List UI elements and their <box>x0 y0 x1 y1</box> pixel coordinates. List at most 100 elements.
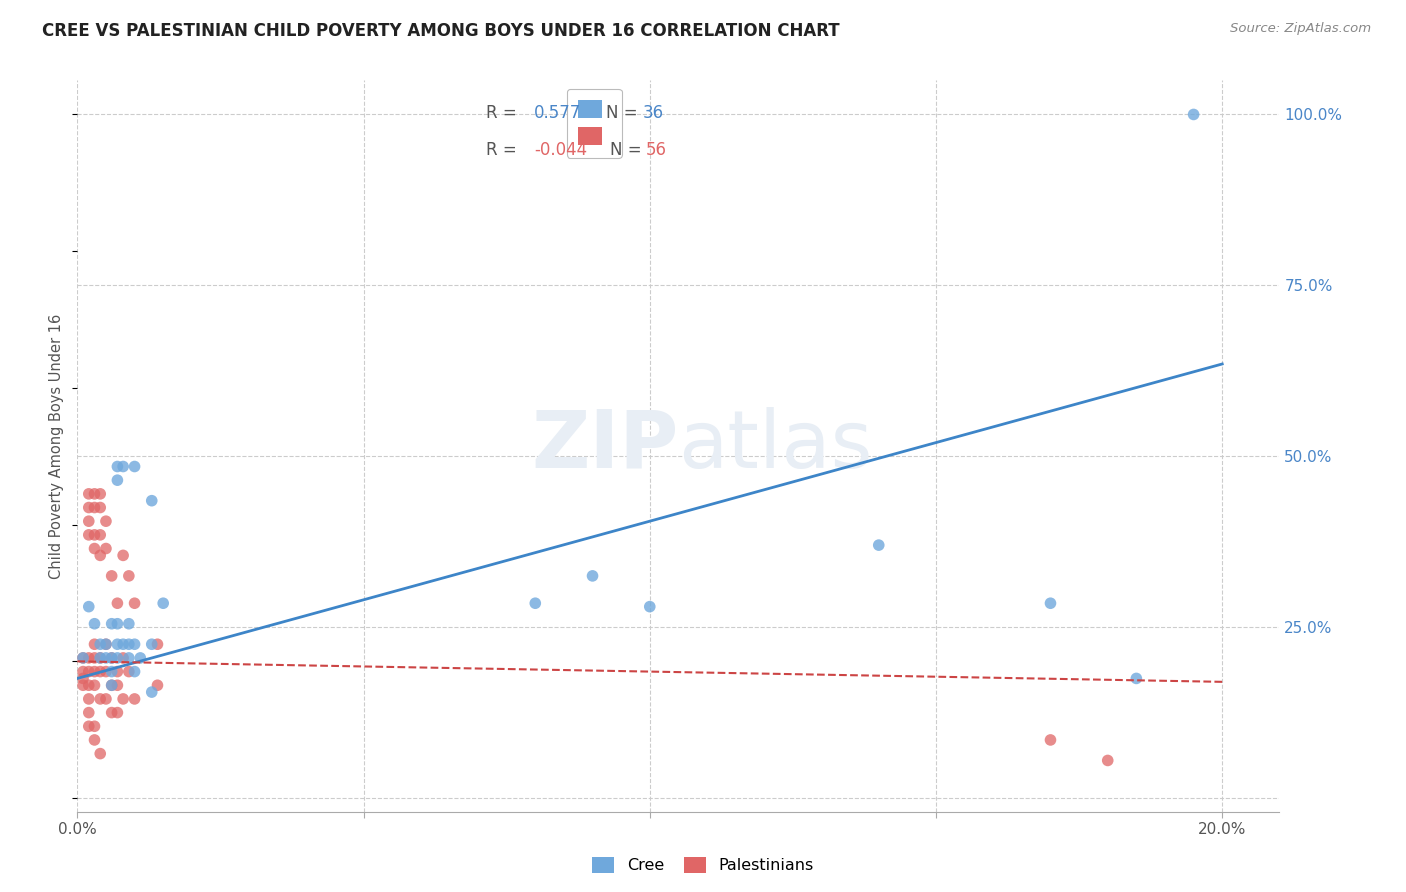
Point <box>77 665 100 679</box>
Point <box>77 651 100 665</box>
Legend: , : , <box>567 88 621 158</box>
Point <box>83 719 105 733</box>
Point <box>77 706 100 720</box>
Point <box>124 596 146 610</box>
Point <box>72 651 94 665</box>
Text: atlas: atlas <box>679 407 873 485</box>
Point <box>1097 754 1119 768</box>
Point <box>107 616 129 631</box>
Point <box>118 616 141 631</box>
Point <box>77 500 100 515</box>
Point <box>107 637 129 651</box>
Point <box>72 672 94 686</box>
Point <box>94 541 117 556</box>
Point <box>1182 107 1205 121</box>
Point <box>524 596 547 610</box>
Point <box>129 651 152 665</box>
Point <box>107 473 129 487</box>
Point <box>89 665 111 679</box>
Point <box>124 692 146 706</box>
Point <box>94 514 117 528</box>
Point <box>107 651 129 665</box>
Point <box>100 678 122 692</box>
Point <box>638 599 661 614</box>
Point <box>100 665 122 679</box>
Point <box>83 733 105 747</box>
Point <box>94 637 117 651</box>
Point <box>100 706 122 720</box>
Text: R =: R = <box>486 141 522 159</box>
Point <box>83 541 105 556</box>
Text: 56: 56 <box>645 141 666 159</box>
Point <box>118 651 141 665</box>
Point <box>83 637 105 651</box>
Point <box>118 569 141 583</box>
Text: N =: N = <box>610 141 647 159</box>
Point <box>77 678 100 692</box>
Point <box>100 569 122 583</box>
Point <box>581 569 603 583</box>
Point <box>107 678 129 692</box>
Point <box>89 651 111 665</box>
Point <box>107 459 129 474</box>
Point <box>107 665 129 679</box>
Point <box>77 528 100 542</box>
Point <box>107 706 129 720</box>
Point <box>77 692 100 706</box>
Point <box>118 637 141 651</box>
Point <box>89 549 111 563</box>
Point <box>89 692 111 706</box>
Point <box>868 538 890 552</box>
Text: 0.577: 0.577 <box>534 104 582 122</box>
Text: N =: N = <box>606 104 643 122</box>
Point <box>72 651 94 665</box>
Point <box>141 637 163 651</box>
Point <box>83 616 105 631</box>
Point <box>94 665 117 679</box>
Point <box>118 665 141 679</box>
Point <box>1039 733 1062 747</box>
Point <box>94 692 117 706</box>
Point <box>89 528 111 542</box>
Point <box>94 637 117 651</box>
Point <box>83 651 105 665</box>
Point <box>89 747 111 761</box>
Text: -0.044: -0.044 <box>534 141 588 159</box>
Point <box>83 678 105 692</box>
Point <box>83 528 105 542</box>
Point <box>124 665 146 679</box>
Point <box>124 637 146 651</box>
Point <box>72 678 94 692</box>
Point <box>100 651 122 665</box>
Point <box>94 651 117 665</box>
Point <box>83 487 105 501</box>
Text: ZIP: ZIP <box>531 407 679 485</box>
Point <box>1125 672 1147 686</box>
Point <box>83 500 105 515</box>
Point <box>112 459 135 474</box>
Point <box>141 493 163 508</box>
Point <box>89 637 111 651</box>
Point <box>77 599 100 614</box>
Point <box>77 514 100 528</box>
Point <box>141 685 163 699</box>
Point <box>146 678 169 692</box>
Point <box>112 549 135 563</box>
Point <box>100 616 122 631</box>
Point <box>100 678 122 692</box>
Point <box>124 459 146 474</box>
Y-axis label: Child Poverty Among Boys Under 16: Child Poverty Among Boys Under 16 <box>49 313 65 579</box>
Point <box>107 596 129 610</box>
Point <box>77 487 100 501</box>
Point <box>100 651 122 665</box>
Point <box>1039 596 1062 610</box>
Point <box>72 665 94 679</box>
Legend: Cree, Palestinians: Cree, Palestinians <box>586 850 820 880</box>
Point <box>83 665 105 679</box>
Text: R =: R = <box>486 104 522 122</box>
Text: CREE VS PALESTINIAN CHILD POVERTY AMONG BOYS UNDER 16 CORRELATION CHART: CREE VS PALESTINIAN CHILD POVERTY AMONG … <box>42 22 839 40</box>
Point <box>89 487 111 501</box>
Text: 36: 36 <box>643 104 664 122</box>
Point <box>112 637 135 651</box>
Point <box>152 596 174 610</box>
